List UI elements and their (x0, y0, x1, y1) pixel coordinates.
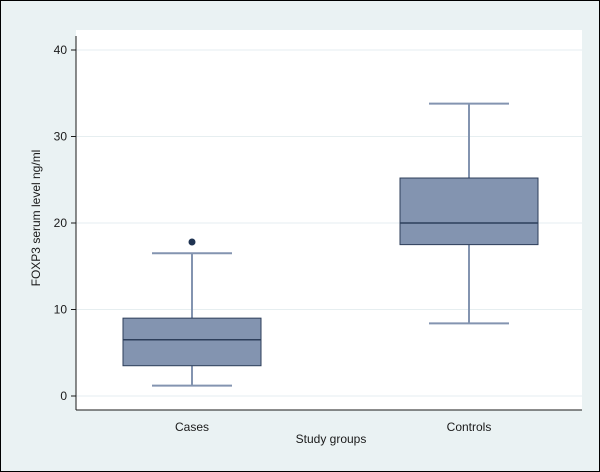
x-tick-label: Controls (447, 420, 492, 434)
x-axis-title: Study groups (296, 432, 367, 446)
x-axis-tick-labels: Cases Controls (175, 420, 491, 434)
y-tick-label: 20 (54, 216, 68, 230)
y-tick-label: 30 (54, 130, 68, 144)
x-tick-label: Cases (175, 420, 209, 434)
outlier-point (188, 238, 196, 246)
box-controls (399, 102, 539, 325)
y-axis-title: FOXP3 serum level ng/ml (29, 150, 43, 287)
y-axis-ticks: 0 10 20 30 40 (54, 43, 76, 403)
iqr-box (122, 317, 262, 367)
y-tick-label: 40 (54, 43, 68, 57)
iqr-box (399, 177, 539, 246)
boxes (122, 102, 539, 387)
y-tick-label: 10 (54, 303, 68, 317)
y-tick-label: 0 (60, 389, 67, 403)
gridlines (76, 49, 582, 397)
box-cases (122, 238, 262, 387)
